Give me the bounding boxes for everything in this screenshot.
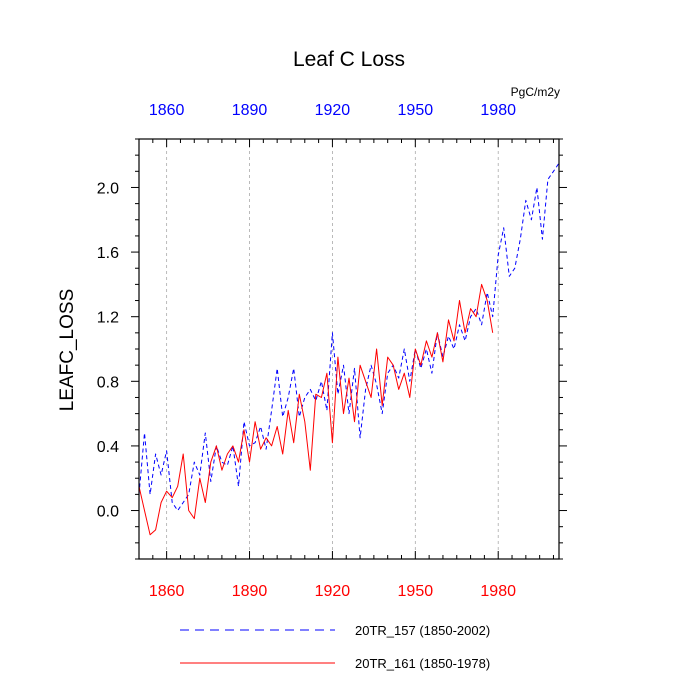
- x-tick-label-bottom-1890: 1890: [232, 583, 268, 600]
- x-tick-label-bottom-1920: 1920: [315, 583, 351, 600]
- x-tick-label-top-1950: 1950: [398, 102, 434, 119]
- x-tick-label-bottom-1980: 1980: [480, 583, 516, 600]
- legend-label-series-1: 20TR_157 (1850-2002): [355, 623, 490, 638]
- x-tick-label-bottom-1950: 1950: [398, 583, 434, 600]
- x-tick-label-bottom-1860: 1860: [149, 583, 185, 600]
- units-label: PgC/m2y: [511, 85, 560, 99]
- x-tick-label-top-1920: 1920: [315, 102, 351, 119]
- tick-labels: 1860 1860 1890 1890 1920 1920 1950 1950 1980 1980…: [97, 102, 516, 600]
- x-tick-label-top-1860: 1860: [149, 102, 185, 119]
- y-tick-label-1: 0.4: [97, 439, 119, 456]
- series-line-2: [138, 283, 494, 536]
- axis-ticks: [131, 138, 567, 560]
- plot-frame: [138, 138, 560, 560]
- series-line-1: [138, 162, 560, 511]
- legend: 20TR_157 (1850-2002) 20TR_161 (1850-1978…: [180, 623, 490, 671]
- y-axis-label: LEAFC_LOSS: [57, 289, 78, 412]
- y-tick-label-2: 0.8: [97, 374, 119, 391]
- series-layer: [138, 162, 560, 536]
- grid-lines: [166, 139, 499, 559]
- chart-title: Leaf C Loss: [293, 48, 405, 71]
- y-tick-label-0: 0.0: [97, 504, 119, 521]
- x-tick-label-top-1890: 1890: [232, 102, 268, 119]
- x-tick-label-top-1980: 1980: [480, 102, 516, 119]
- legend-label-series-2: 20TR_161 (1850-1978): [355, 656, 490, 671]
- y-tick-label-5: 2.0: [97, 180, 119, 197]
- y-tick-label-3: 1.2: [97, 310, 119, 327]
- y-tick-label-4: 1.6: [97, 245, 119, 262]
